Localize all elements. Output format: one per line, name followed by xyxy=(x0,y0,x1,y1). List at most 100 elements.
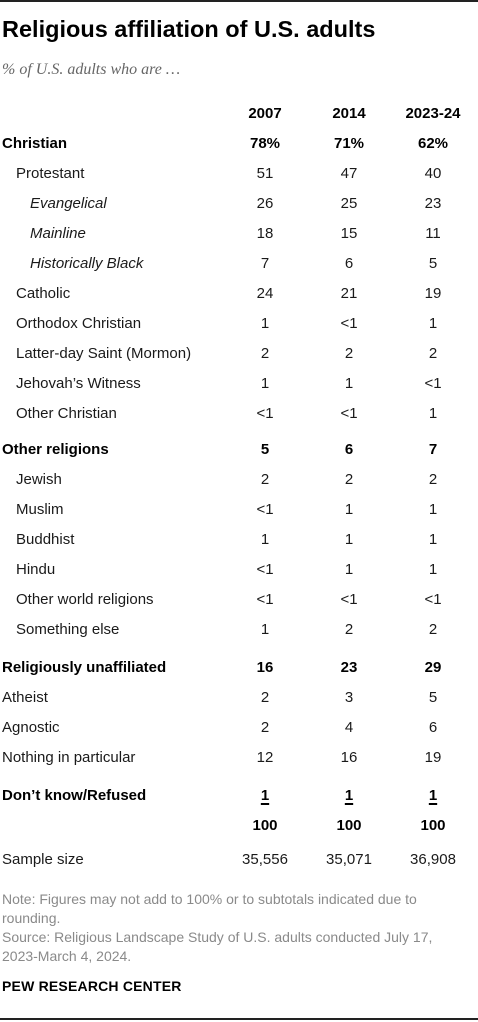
data-cell: 1 xyxy=(428,501,438,518)
row-label: Other Christian xyxy=(16,405,117,422)
data-cell: 2 xyxy=(344,621,354,638)
bottom-rule xyxy=(0,1018,478,1020)
data-cell: 15 xyxy=(340,225,358,242)
brand-logo-text: PEW RESEARCH CENTER xyxy=(2,978,182,994)
data-cell: 1 xyxy=(428,531,438,548)
notes: Note: Figures may not add to 100% or to … xyxy=(2,890,472,966)
table-row: Jehovah’s Witness 1 1 <1 xyxy=(0,372,478,396)
data-cell: 2 xyxy=(428,621,438,638)
chart-title: Religious affiliation of U.S. adults xyxy=(2,16,376,42)
row-label: Agnostic xyxy=(2,719,60,736)
data-cell: 19 xyxy=(424,749,442,766)
data-cell: <1 xyxy=(256,591,274,608)
data-cell: 2 xyxy=(344,471,354,488)
row-label: Atheist xyxy=(2,689,48,706)
data-cell: 2 xyxy=(428,345,438,362)
row-label: Nothing in particular xyxy=(2,749,136,766)
chart-subtitle: % of U.S. adults who are … xyxy=(2,61,181,78)
data-cell: 16 xyxy=(256,659,274,676)
row-label: Muslim xyxy=(16,501,64,518)
data-cell: 1 xyxy=(260,375,270,392)
data-cell: 1 xyxy=(344,787,354,804)
data-cell: 100 xyxy=(336,817,362,834)
column-header: 2014 xyxy=(332,105,366,122)
table-row: Religiously unaffiliated 16 23 29 xyxy=(0,656,478,680)
row-label: Jehovah’s Witness xyxy=(16,375,141,392)
table-row: Agnostic 2 4 6 xyxy=(0,716,478,740)
data-cell: 26 xyxy=(256,195,274,212)
table-row: Mainline 18 15 11 xyxy=(0,222,478,246)
data-cell: 6 xyxy=(344,255,354,272)
data-cell: 40 xyxy=(424,165,442,182)
table-row: Catholic 24 21 19 xyxy=(0,282,478,306)
data-cell: 1 xyxy=(428,787,438,804)
row-label: Don’t know/Refused xyxy=(2,787,147,804)
data-cell: 1 xyxy=(344,375,354,392)
data-cell: 23 xyxy=(340,659,358,676)
data-cell: 5 xyxy=(428,689,438,706)
data-cell: 100 xyxy=(420,817,446,834)
table-row: 100 100 100 xyxy=(0,814,478,838)
data-cell: 1 xyxy=(344,501,354,518)
data-cell: 3 xyxy=(344,689,354,706)
data-cell: 16 xyxy=(340,749,358,766)
data-cell: 35,556 xyxy=(242,851,288,868)
data-cell: <1 xyxy=(340,405,358,422)
table-row: Christian 78% 71% 62% xyxy=(0,132,478,156)
data-cell: 1 xyxy=(428,315,438,332)
data-cell: 1 xyxy=(428,405,438,422)
data-cell: 25 xyxy=(340,195,358,212)
table-row: Something else 1 2 2 xyxy=(0,618,478,642)
data-cell: 47 xyxy=(340,165,358,182)
row-label: Latter-day Saint (Mormon) xyxy=(16,345,192,362)
data-cell: 24 xyxy=(256,285,274,302)
data-cell: 62% xyxy=(417,135,449,152)
data-cell: 1 xyxy=(260,621,270,638)
data-cell: 2 xyxy=(344,345,354,362)
data-cell: 21 xyxy=(340,285,358,302)
header-row: 2007 2014 2023-24 xyxy=(0,102,478,126)
row-label: Orthodox Christian xyxy=(16,315,142,332)
data-cell: 35,071 xyxy=(326,851,372,868)
row-label: Hindu xyxy=(16,561,56,578)
table-row: Other world religions <1 <1 <1 xyxy=(0,588,478,612)
data-cell: 7 xyxy=(428,441,438,458)
source-text: Source: Religious Landscape Study of U.S… xyxy=(2,929,433,964)
data-cell: 1 xyxy=(428,561,438,578)
data-cell: <1 xyxy=(340,315,358,332)
data-cell: <1 xyxy=(256,405,274,422)
row-label: Protestant xyxy=(16,165,85,182)
data-cell: 2 xyxy=(260,719,270,736)
row-label: Catholic xyxy=(16,285,71,302)
data-cell: 1 xyxy=(344,561,354,578)
data-cell: 12 xyxy=(256,749,274,766)
row-label: Christian xyxy=(2,135,68,152)
column-header: 2007 xyxy=(248,105,282,122)
row-label: Mainline xyxy=(30,225,86,242)
data-cell: 7 xyxy=(260,255,270,272)
table-row: Orthodox Christian 1 <1 1 xyxy=(0,312,478,336)
row-label: Evangelical xyxy=(30,195,107,212)
data-cell: 1 xyxy=(260,315,270,332)
data-cell: 100 xyxy=(252,817,278,834)
data-cell: <1 xyxy=(340,591,358,608)
row-label: Something else xyxy=(16,621,120,638)
table-row: Nothing in particular 12 16 19 xyxy=(0,746,478,770)
table-row: Atheist 2 3 5 xyxy=(0,686,478,710)
data-cell: 29 xyxy=(424,659,442,676)
data-cell: 36,908 xyxy=(410,851,456,868)
table-row: Don’t know/Refused 1 1 1 xyxy=(0,784,478,808)
data-cell: 2 xyxy=(260,689,270,706)
data-cell: 1 xyxy=(260,787,270,804)
data-cell: 4 xyxy=(344,719,354,736)
row-label: Religiously unaffiliated xyxy=(2,659,167,676)
row-label: Buddhist xyxy=(16,531,75,548)
data-cell: <1 xyxy=(424,375,442,392)
data-cell: 6 xyxy=(428,719,438,736)
data-cell: 5 xyxy=(428,255,438,272)
data-cell: 11 xyxy=(425,225,441,242)
table-row: Other Christian <1 <1 1 xyxy=(0,402,478,426)
table-row: Other religions 5 6 7 xyxy=(0,438,478,462)
row-label: Historically Black xyxy=(30,255,144,272)
note-text: Note: Figures may not add to 100% or to … xyxy=(2,891,417,926)
